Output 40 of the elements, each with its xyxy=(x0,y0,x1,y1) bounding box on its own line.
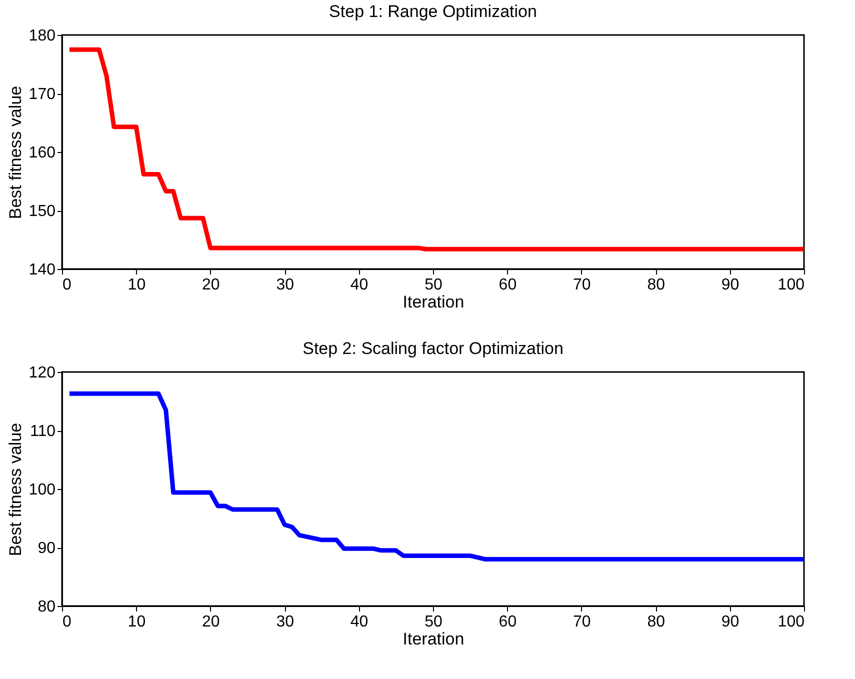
y-tick-label: 140 xyxy=(28,262,56,278)
y-tick-label: 110 xyxy=(30,423,56,440)
x-tick-label: 70 xyxy=(573,614,591,630)
x-tick-label: 100 xyxy=(778,614,805,630)
x-axis-title: Iteration xyxy=(402,292,464,312)
x-tick-label: 90 xyxy=(721,614,740,630)
y-tick-label: 150 xyxy=(28,203,56,220)
x-tick-label: 80 xyxy=(647,614,666,630)
x-tick-label: 60 xyxy=(498,614,517,630)
line-series xyxy=(67,47,804,252)
x-tick-label: 20 xyxy=(202,614,220,630)
y-tick-label: 90 xyxy=(38,540,56,557)
y-tick-label: 80 xyxy=(38,598,56,616)
x-tick-label: 10 xyxy=(128,276,146,294)
y-tick-label: 170 xyxy=(28,86,56,103)
x-tick-label: 60 xyxy=(498,276,517,294)
x-tick-label: 70 xyxy=(573,276,591,294)
x-tick-label: 0 xyxy=(62,276,72,294)
y-tick-label: 180 xyxy=(28,28,56,44)
x-tick-label: 10 xyxy=(128,614,146,630)
x-tick-label: 40 xyxy=(350,276,368,294)
line-series xyxy=(67,391,804,562)
x-tick-label: 30 xyxy=(276,614,294,630)
chart-title: Step 1: Range Optimization xyxy=(329,2,537,21)
y-axis-title: Best fitness value xyxy=(6,422,25,556)
x-axis-title: Iteration xyxy=(402,630,464,648)
chart-title: Step 2: Scaling factor Optimization xyxy=(302,339,564,358)
y-tick-label: 120 xyxy=(28,364,56,382)
x-tick-label: 100 xyxy=(778,276,805,294)
y-axis-title: Best fitness value xyxy=(6,86,25,220)
x-tick-label: 0 xyxy=(62,614,72,630)
x-tick-label: 20 xyxy=(202,276,220,294)
y-tick-label: 100 xyxy=(28,482,56,498)
x-tick-label: 50 xyxy=(424,614,442,630)
x-tick-label: 90 xyxy=(721,276,740,294)
x-tick-label: 80 xyxy=(647,276,666,294)
x-tick-label: 50 xyxy=(424,276,442,294)
x-tick-label: 40 xyxy=(350,614,368,630)
y-tick-label: 160 xyxy=(28,144,56,162)
x-tick-label: 30 xyxy=(276,276,294,294)
